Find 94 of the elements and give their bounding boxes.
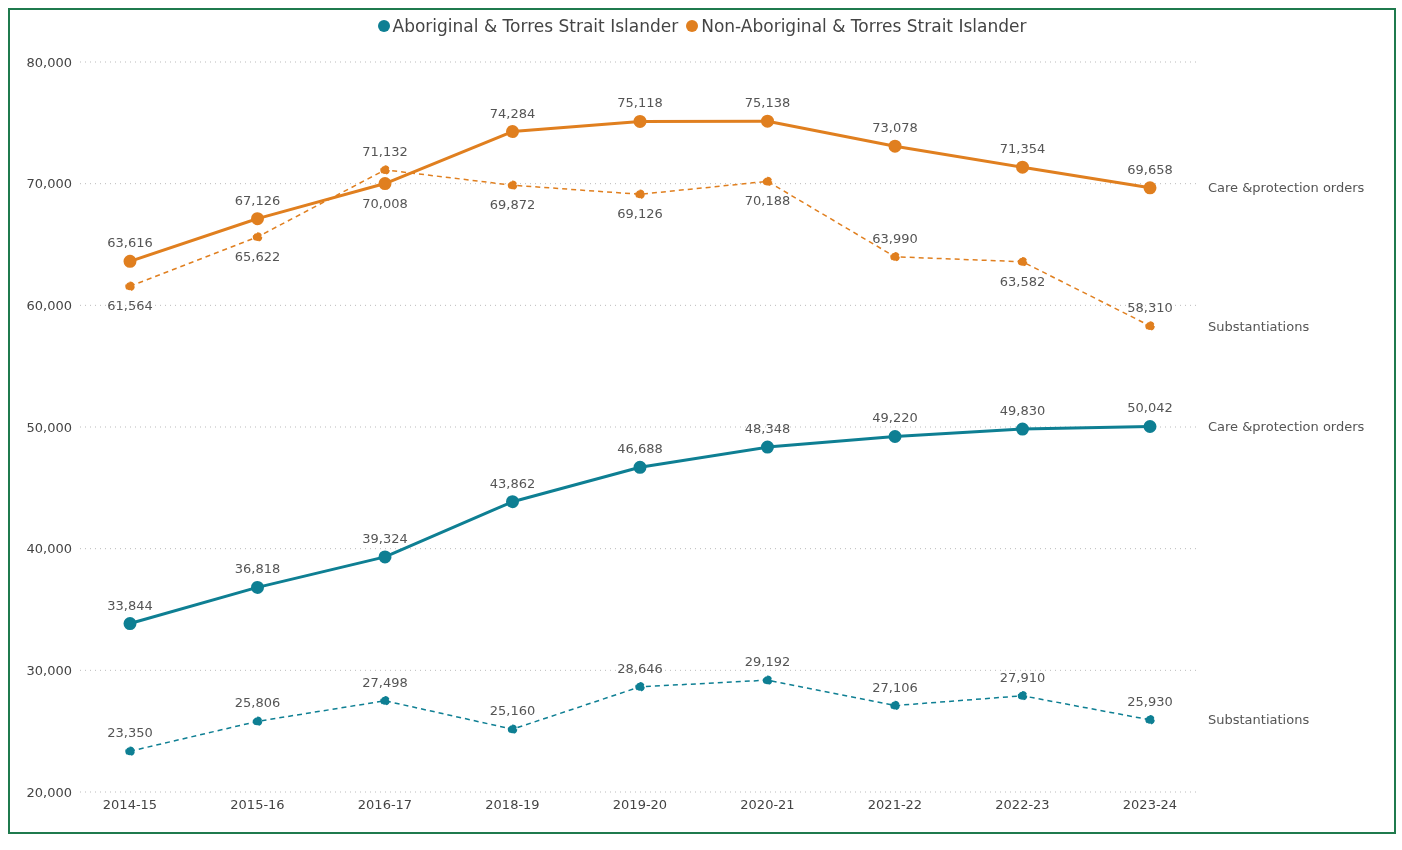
data-label: 75,118 <box>617 95 663 111</box>
point <box>380 696 390 706</box>
point <box>633 114 647 128</box>
x-tick-label: 2018-19 <box>485 797 540 813</box>
point <box>1143 419 1157 433</box>
data-label: 25,160 <box>489 703 536 719</box>
x-tick-label: 2015-16 <box>230 797 285 813</box>
point <box>251 580 264 594</box>
point <box>1145 715 1155 725</box>
point <box>1143 181 1157 195</box>
text: Aboriginal & Torres Strait Islander <box>392 16 679 36</box>
y-tick-label: 50,000 <box>26 419 72 435</box>
point <box>761 114 774 128</box>
data-label: 70,188 <box>744 193 791 209</box>
point <box>380 165 390 175</box>
point <box>506 495 519 509</box>
text: Substantiations <box>1208 318 1310 334</box>
point <box>1016 422 1029 436</box>
point <box>252 716 263 727</box>
point <box>125 281 135 292</box>
data-label: 43,862 <box>489 475 536 491</box>
data-label: 67,126 <box>234 192 281 208</box>
data-label: 63,990 <box>872 230 918 246</box>
x-tick-label: 2016-17 <box>357 797 413 813</box>
point <box>378 177 392 191</box>
x-tick-label: 2023-24 <box>1122 797 1178 813</box>
data-label: 61,564 <box>107 298 153 314</box>
data-label: 27,106 <box>872 679 918 695</box>
point <box>123 617 137 631</box>
point <box>761 440 774 454</box>
data-label: 71,132 <box>362 143 408 159</box>
point <box>762 675 773 685</box>
point <box>506 125 519 139</box>
data-label: 71,354 <box>999 141 1046 157</box>
data-label: 69,872 <box>489 197 536 213</box>
data-label: 25,806 <box>234 695 281 711</box>
x-tick-label: 2014-15 <box>102 797 158 813</box>
y-tick-label: 70,000 <box>26 176 72 192</box>
data-label: 27,910 <box>999 669 1046 685</box>
point <box>507 180 518 190</box>
point <box>633 460 647 474</box>
point <box>251 212 264 226</box>
text: Care &protection orders <box>1208 419 1365 435</box>
point <box>635 682 645 692</box>
x-tick-label: 2021-22 <box>867 797 923 813</box>
data-label: 25,930 <box>1127 693 1173 709</box>
point <box>1017 257 1028 267</box>
data-label: 74,284 <box>489 105 536 121</box>
x-tick-label: 2020-21 <box>740 797 795 813</box>
data-label: 27,498 <box>362 674 408 690</box>
data-label: 58,310 <box>1127 299 1173 315</box>
data-label: 36,818 <box>234 561 281 577</box>
point <box>888 139 902 153</box>
data-label: 48,348 <box>744 421 791 437</box>
data-label: 69,658 <box>1127 161 1173 177</box>
point <box>635 189 645 200</box>
x-tick-label: 2022-23 <box>995 797 1050 813</box>
point <box>890 252 900 262</box>
point <box>252 232 263 242</box>
point <box>507 724 518 734</box>
data-label: 46,688 <box>617 441 663 457</box>
point <box>123 254 137 268</box>
data-label: 73,078 <box>872 120 918 136</box>
y-tick-label: 60,000 <box>26 297 72 313</box>
text: Non-Aboriginal & Torres Strait Islander <box>701 16 1027 36</box>
data-label: 23,350 <box>107 725 153 741</box>
data-label: 75,138 <box>744 95 791 111</box>
point <box>1016 160 1029 174</box>
x-tick-label: 2019-20 <box>612 797 668 813</box>
data-label: 65,622 <box>234 248 281 264</box>
data-label: 33,844 <box>107 597 153 613</box>
y-tick-label: 20,000 <box>26 784 72 800</box>
point <box>890 700 900 711</box>
point <box>1145 321 1155 331</box>
data-label: 29,192 <box>744 654 791 670</box>
point <box>1017 691 1028 701</box>
point <box>762 176 773 187</box>
data-label: 63,616 <box>107 235 153 251</box>
data-label: 70,008 <box>362 195 408 211</box>
data-label: 39,324 <box>362 530 408 546</box>
data-label: 69,126 <box>617 206 663 222</box>
data-label: 28,646 <box>617 660 663 676</box>
point <box>888 429 902 443</box>
point <box>378 550 392 564</box>
data-label: 63,582 <box>999 273 1046 289</box>
data-label: 49,220 <box>872 410 918 426</box>
point <box>125 746 135 756</box>
data-label: 50,042 <box>1127 400 1173 416</box>
y-tick-label: 80,000 <box>26 54 72 70</box>
data-label: 49,830 <box>999 403 1046 419</box>
y-tick-label: 40,000 <box>26 541 72 557</box>
text: Care &protection orders <box>1208 180 1365 196</box>
text: Substantiations <box>1208 712 1310 728</box>
y-tick-label: 30,000 <box>26 662 72 678</box>
